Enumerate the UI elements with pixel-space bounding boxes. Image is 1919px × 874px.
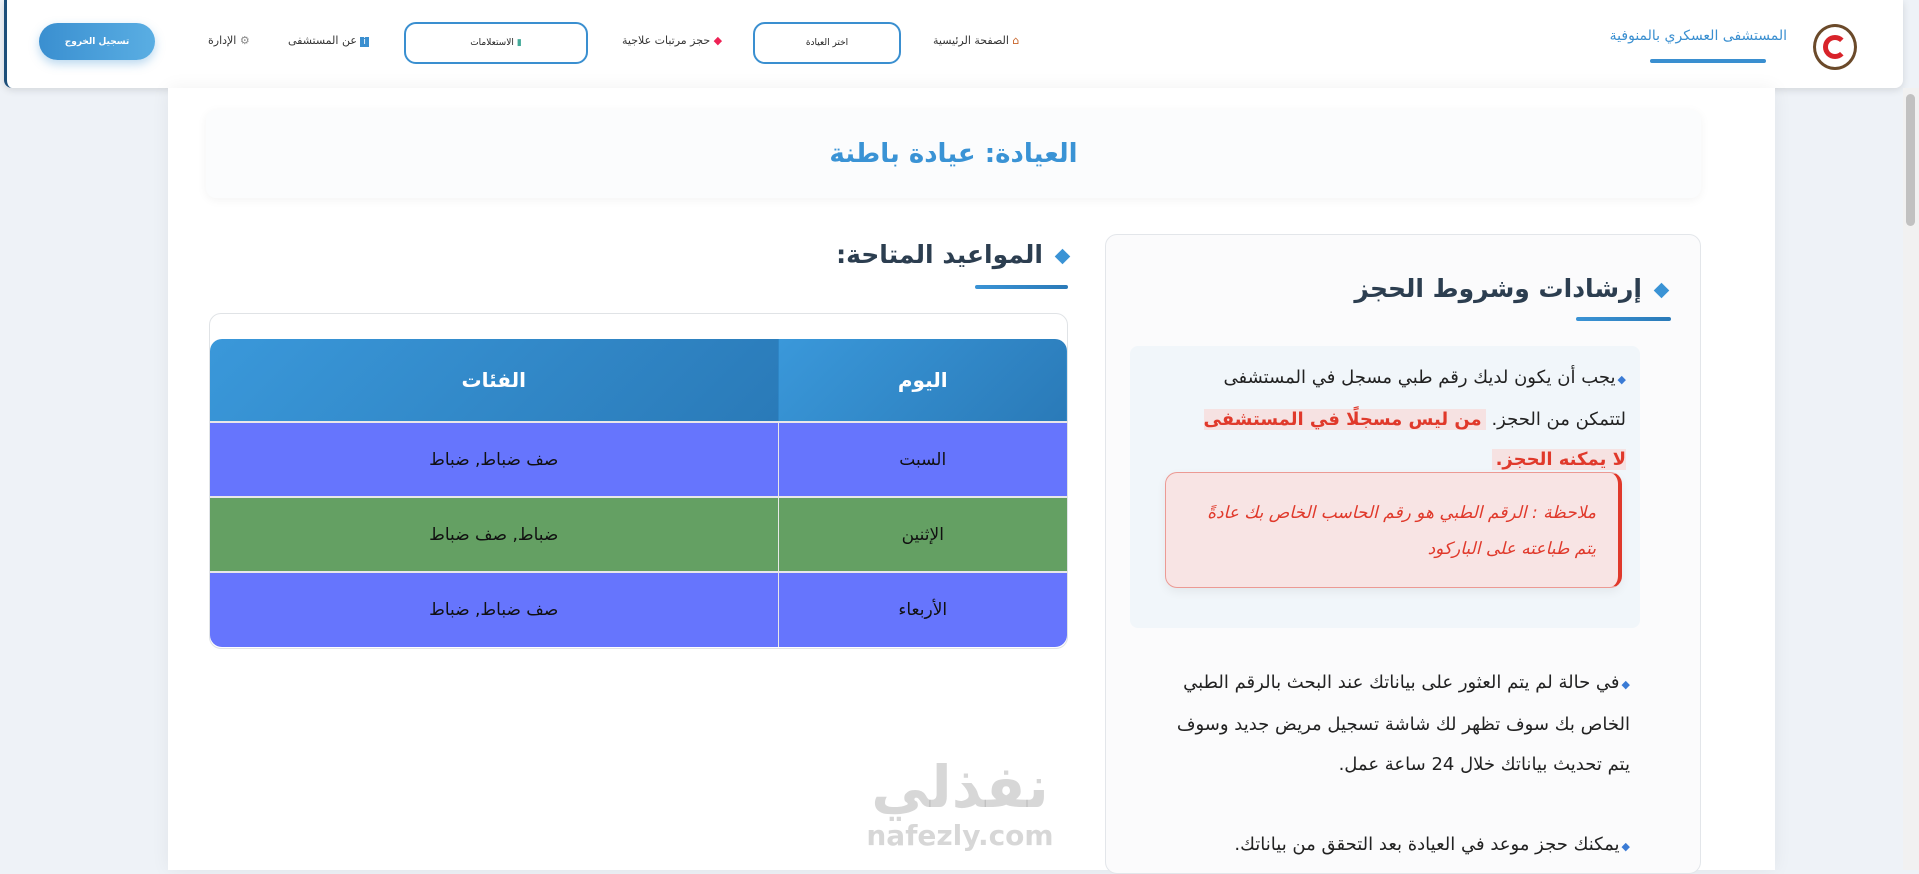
table-row[interactable]: السبت صف ضباط, ضباط bbox=[210, 421, 1067, 497]
nav-choose-clinic[interactable]: اختر العيادة bbox=[753, 22, 901, 64]
bullet-icon: ◆ bbox=[1617, 373, 1626, 386]
nav-booking-label: حجز مرتبات علاجية bbox=[622, 34, 711, 47]
info-icon: i bbox=[360, 37, 369, 47]
categories-cell: صف ضباط, ضباط bbox=[210, 421, 778, 497]
scrollbar-thumb[interactable] bbox=[1906, 94, 1915, 226]
brand-underline bbox=[1650, 59, 1766, 63]
diamond-icon bbox=[1653, 282, 1670, 298]
nav-about-label: عن المستشفى bbox=[288, 34, 357, 47]
instruction-3: ◆يمكنك حجز موعد في العيادة بعد التحقق من… bbox=[1234, 834, 1630, 855]
nav-home[interactable]: ⌂ الصفحة الرئيسية bbox=[933, 34, 1019, 47]
scrollbar[interactable] bbox=[1903, 88, 1919, 870]
nav-choose-clinic-label: اختر العيادة bbox=[805, 38, 849, 48]
day-cell: الإثنين bbox=[777, 496, 1067, 572]
nav-admin[interactable]: ⚙ الإدارة bbox=[208, 34, 250, 47]
instruction-1: ◆يجب أن يكون لديك رقم طبي مسجل في المستش… bbox=[1203, 367, 1626, 470]
table-row[interactable]: الأربعاء صف ضباط, ضباط bbox=[210, 571, 1067, 647]
instructions-underline bbox=[1576, 317, 1671, 321]
watermark: نفذلي nafezly.com bbox=[866, 753, 1054, 852]
clinic-title: العيادة: عيادة باطنة bbox=[206, 110, 1701, 198]
bullet-icon: ◆ bbox=[1621, 678, 1630, 691]
categories-cell: صف ضباط, ضباط bbox=[210, 571, 778, 647]
nav-booking[interactable]: ◆ حجز مرتبات علاجية bbox=[622, 34, 722, 47]
instructions-heading: إرشادات وشروط الحجز bbox=[1354, 274, 1670, 303]
categories-cell: ضباط, صف ضباط bbox=[210, 496, 778, 572]
note-box: ملاحظة : الرقم الطبي هو رقم الحاسب الخاص… bbox=[1165, 472, 1622, 588]
column-header-day: اليوم bbox=[777, 339, 1067, 422]
nav-admin-label: الإدارة bbox=[208, 34, 237, 47]
pill-icon: ◆ bbox=[710, 34, 723, 47]
nav-about[interactable]: i عن المستشفى bbox=[288, 34, 369, 47]
hospital-logo bbox=[1813, 24, 1857, 70]
day-cell: الأربعاء bbox=[777, 571, 1067, 647]
nav-home-label: الصفحة الرئيسية bbox=[933, 34, 1009, 47]
appointments-table: اليوم الفئات السبت صف ضباط, ضباط الإثنين ض… bbox=[210, 339, 1067, 647]
crescent-icon bbox=[1823, 35, 1847, 59]
nav-inquiries-label: الاستعلامات bbox=[470, 38, 514, 48]
instruction-2: ◆في حالة لم يتم العثور على بياناتك عند ا… bbox=[1176, 672, 1630, 775]
navbar bbox=[4, 0, 1903, 88]
gear-icon: ⚙ bbox=[236, 34, 250, 47]
appointments-heading: المواعيد المتاحة: bbox=[836, 240, 1071, 269]
day-cell: السبت bbox=[777, 421, 1067, 497]
brand-title[interactable]: المستشفى العسكري بالمنوفية bbox=[1609, 28, 1787, 44]
bullet-icon: ◆ bbox=[1621, 840, 1630, 853]
table-row[interactable]: الإثنين ضباط, صف ضباط bbox=[210, 496, 1067, 572]
chart-icon: ▮ bbox=[516, 38, 522, 48]
appointments-underline bbox=[975, 285, 1068, 289]
diamond-icon bbox=[1054, 248, 1071, 264]
home-icon: ⌂ bbox=[1008, 34, 1020, 47]
nav-inquiries[interactable]: ▮ الاستعلامات bbox=[404, 22, 588, 64]
column-header-categories: الفئات bbox=[210, 339, 778, 422]
logout-button[interactable]: تسجيل الخروج bbox=[39, 23, 155, 60]
